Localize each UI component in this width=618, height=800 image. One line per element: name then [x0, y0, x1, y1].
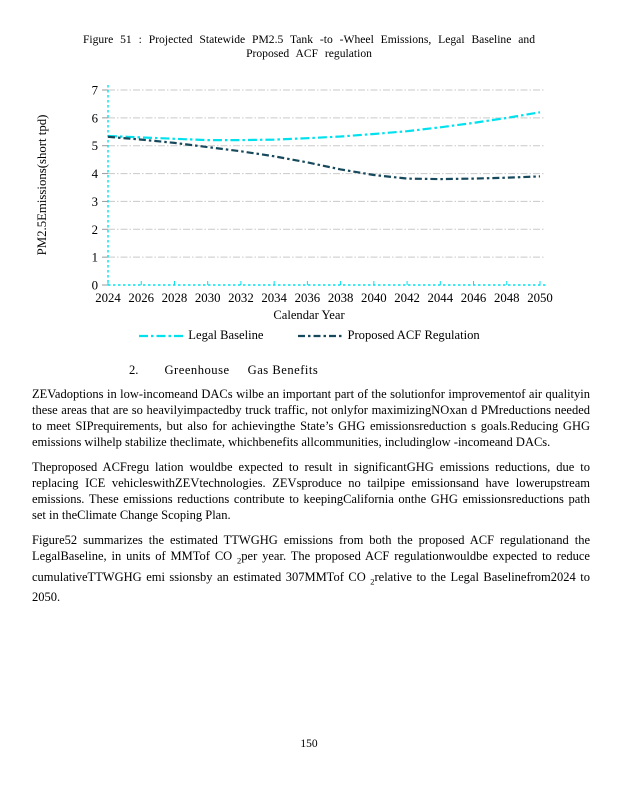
proposed-acf-line-icon	[298, 334, 343, 337]
x-axis-title: Calendar Year	[273, 308, 345, 322]
y-tick-label: 5	[92, 139, 98, 153]
y-tick-label: 7	[92, 84, 99, 98]
x-tick-label: 2046	[461, 291, 487, 305]
y-tick-label: 0	[92, 279, 98, 293]
figure-caption-line2: Proposed ACF regulation	[246, 47, 372, 60]
x-tick-label: 2042	[394, 291, 420, 305]
x-tick-label: 2026	[128, 291, 154, 305]
paragraph-2: Theproposed ACFregu lation wouldbe expec…	[32, 460, 590, 522]
y-tick-label: 3	[92, 195, 98, 209]
section-number: 2.	[129, 363, 139, 377]
paragraph-3: Figure52 summarizes the estimated TTWGHG…	[32, 533, 590, 604]
section-title-part1: Greenhouse	[164, 363, 230, 377]
y-axis-title: PM2.5Emissions(short tpd)	[35, 115, 49, 256]
x-tick-label: 2038	[328, 291, 354, 305]
y-tick-label: 1	[92, 251, 98, 265]
co2-subscript: 2	[237, 555, 242, 566]
x-tick-label: 2040	[361, 291, 387, 305]
section-heading: 2. Greenhouse Gas Benefits	[129, 363, 318, 378]
y-tick-label: 4	[92, 167, 99, 181]
page-number: 150	[300, 738, 318, 750]
x-tick-label: 2030	[195, 291, 221, 305]
pm25-emissions-chart: PM2.5Emissions(short tpd) 0 1 2 3 4 5 6 7 2024 20…	[0, 0, 618, 360]
x-tick-label: 2048	[494, 291, 520, 305]
y-tick-label: 2	[92, 223, 98, 237]
x-tick-label: 2050	[527, 291, 553, 305]
chart-series-group: 0 1 2 3 4 5 6 7 2024 2026 2028 2030 2032 2034 2036 2038…	[92, 84, 553, 306]
legend-label-legal-baseline: Legal Baseline	[188, 328, 264, 342]
co2-subscript: 2	[370, 576, 375, 586]
x-tick-label: 2028	[162, 291, 188, 305]
x-tick-label: 2044	[428, 291, 454, 305]
legend-item-proposed-acf: Proposed ACF Regulation	[297, 328, 480, 343]
series-line-proposed-acf-regulation	[107, 135, 541, 181]
legend-label-proposed-acf: Proposed ACF Regulation	[347, 328, 480, 342]
figure-caption: Figure 51 : Projected Statewide PM2.5 Ta…	[64, 33, 554, 61]
x-tick-label: 2032	[228, 291, 254, 305]
legend-item-legal-baseline: Legal Baseline	[138, 328, 263, 343]
chart-plot-area: PM2.5Emissions(short tpd) 0 1 2 3 4 5 6 7 2024 20…	[35, 84, 553, 306]
section-title-part2: Gas Benefits	[247, 363, 319, 377]
legal-baseline-line-icon	[139, 334, 184, 337]
series-line-legal-baseline	[107, 111, 541, 142]
chart-legend: Legal Baseline Proposed ACF Regulation	[0, 328, 618, 343]
figure-caption-line1: Figure 51 : Projected Statewide PM2.5 Ta…	[82, 33, 536, 46]
paragraph-1: ZEVadoptions in low-incomeand DACs wilbe…	[32, 387, 590, 449]
y-tick-label: 6	[92, 111, 99, 125]
x-tick-label: 2034	[261, 291, 287, 305]
body-text-block: ZEVadoptions in low-incomeand DACs wilbe…	[32, 386, 590, 614]
x-tick-label: 2036	[295, 291, 321, 305]
x-tick-label: 2024	[95, 291, 121, 305]
